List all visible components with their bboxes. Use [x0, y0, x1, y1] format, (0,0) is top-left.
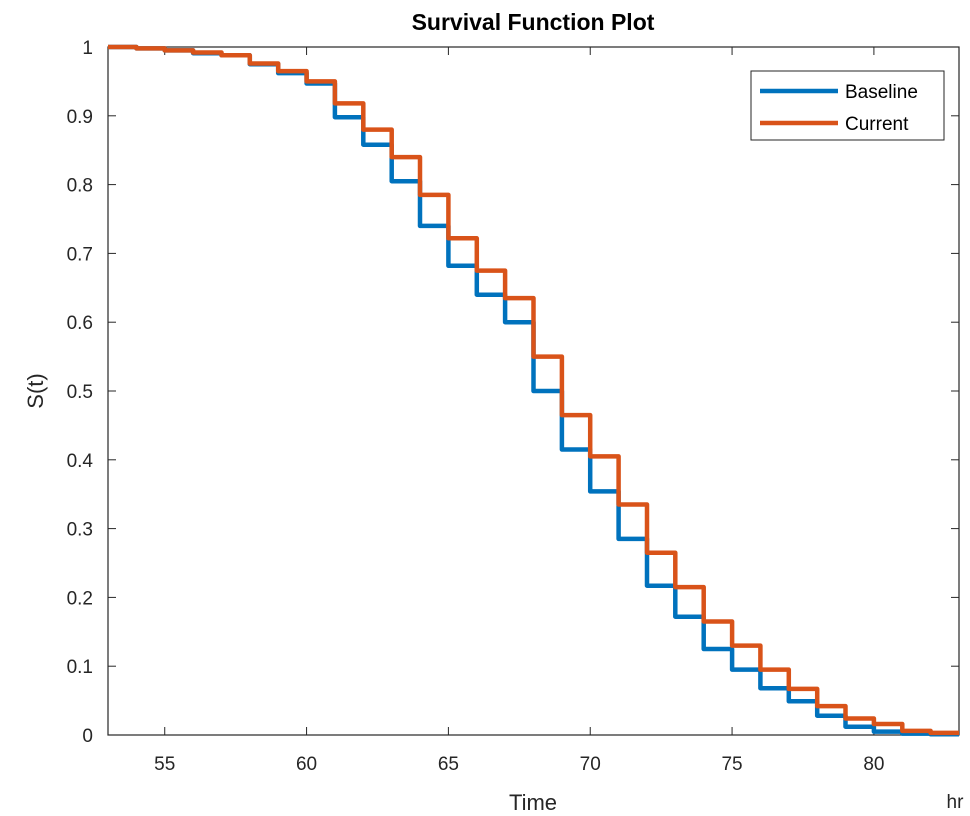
- series-layer: [108, 44, 959, 737]
- x-tick-label: 55: [154, 754, 175, 775]
- x-tick-label: 70: [580, 754, 601, 775]
- chart-title: Survival Function Plot: [412, 9, 655, 35]
- y-tick-label: 0.1: [67, 657, 93, 678]
- ticks-layer: 55 60 65 70 75 80 0 0.1 0.2 0.3 0.4 0.5 0.6 0.7 0.8 0.9…: [67, 38, 959, 775]
- y-tick-label: 0.4: [67, 451, 94, 472]
- x-tick-label: 80: [863, 754, 884, 775]
- y-tick-label: 1: [82, 38, 93, 59]
- y-tick-label: 0.9: [67, 107, 93, 128]
- legend-box: [750, 70, 945, 141]
- x-axis-label: Time: [509, 790, 557, 815]
- x-axis-unit: hr: [947, 792, 965, 813]
- y-axis-label: S(t): [23, 373, 48, 408]
- x-tick-label: 60: [296, 754, 317, 775]
- y-tick-label: 0.3: [67, 520, 93, 541]
- x-tick-label: 75: [721, 754, 742, 775]
- y-tick-label: 0: [82, 726, 93, 747]
- y-tick-label: 0.8: [67, 176, 93, 197]
- series-line-current: [108, 44, 959, 736]
- legend-label-baseline: Baseline: [845, 82, 918, 103]
- y-tick-label: 0.6: [67, 313, 93, 334]
- y-tick-label: 0.2: [67, 588, 93, 609]
- legend-label-current: Current: [845, 114, 909, 135]
- x-tick-label: 65: [438, 754, 459, 775]
- y-tick-label: 0.5: [67, 382, 93, 403]
- legend: Baseline Current: [750, 70, 945, 141]
- y-tick-label: 0.7: [67, 244, 93, 265]
